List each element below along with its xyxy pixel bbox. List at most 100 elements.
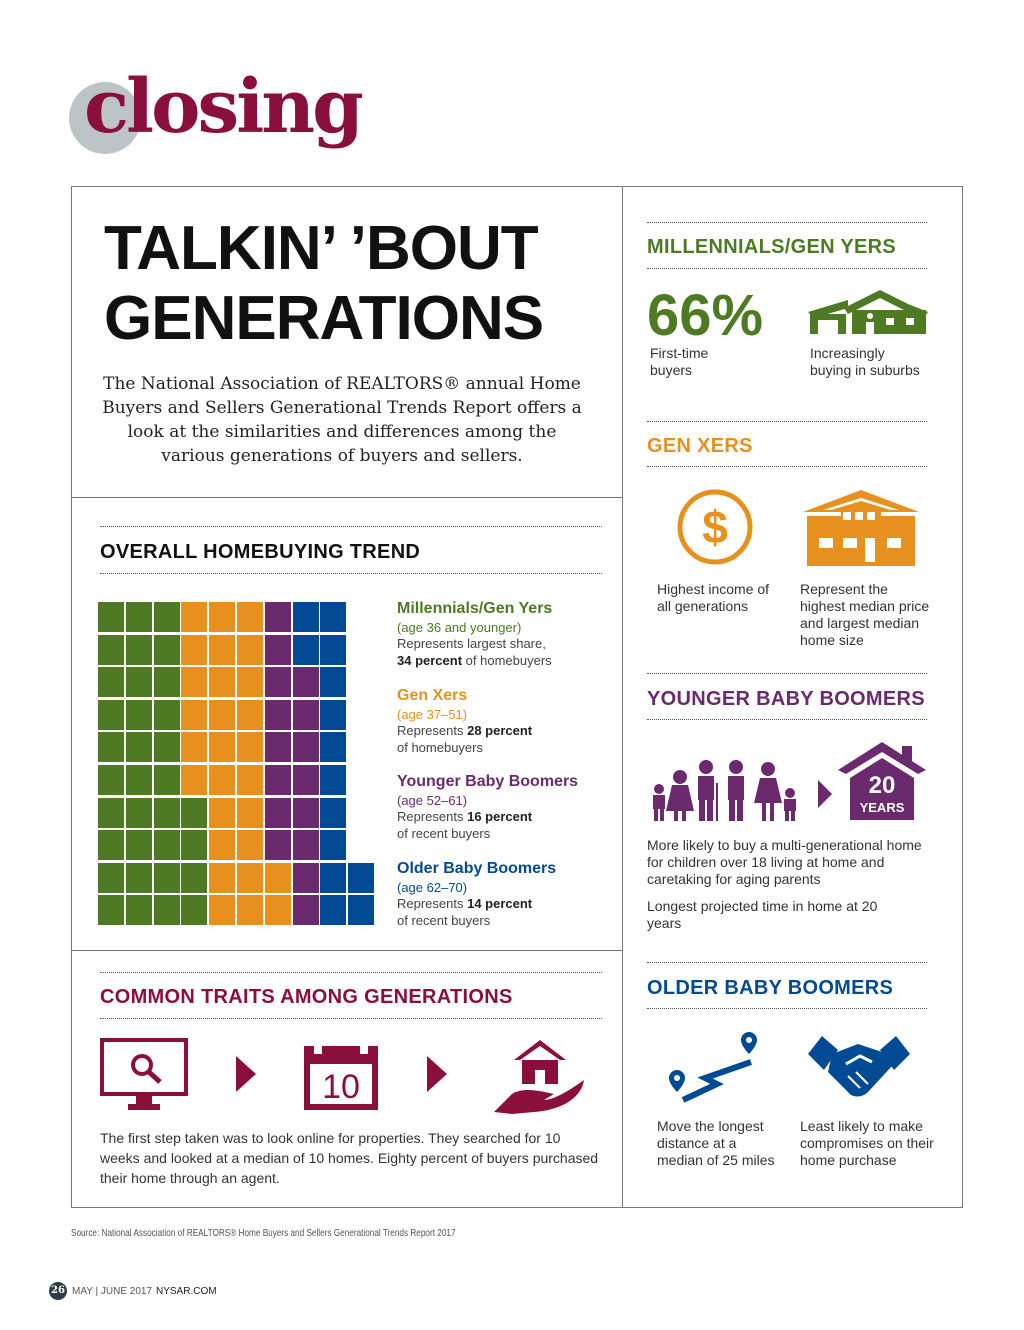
first-time-stat: 66% [647,283,764,348]
legend-pre: Represents largest share, [397,636,546,651]
waffle-cell [153,667,180,698]
home-size-label: Represent the highest median price and l… [800,581,930,648]
waffle-cell [320,634,347,665]
waffle-cell [125,602,152,632]
waffle-cell [181,732,208,763]
waffle-cell [237,732,263,763]
family-generations-icon [648,755,800,821]
waffle-cell [153,862,180,893]
dotted-rule [100,1018,602,1019]
waffle-cell [209,732,236,763]
waffle-cell [292,797,319,828]
issue-date: MAY | JUNE 2017 [72,1286,153,1297]
waffle-cell [264,862,291,893]
waffle-cell [292,634,319,665]
legend-item: Older Baby Boomers (age 62–70) Represents … [397,860,556,929]
waffle-cell [125,797,152,828]
legend-post: of recent buyers [397,913,491,928]
waffle-cell [264,765,291,795]
dotted-rule [647,466,927,467]
waffle-cell [125,862,152,893]
legend-share: Represents largest share, 34 percent of … [397,635,552,669]
legend-post: of homebuyers [462,653,552,668]
distance-label: Move the longest distance at a median of… [657,1118,775,1168]
waffle-cell [264,830,291,861]
handshake-icon [808,1036,910,1102]
hand-house-icon [494,1040,586,1118]
waffle-cell [237,895,263,926]
waffle-cell [181,765,208,795]
waffle-cell [320,830,347,861]
house-number: 20 [868,772,896,799]
waffle-cell [153,895,180,926]
waffle-cell [125,830,152,861]
waffle-cell [181,667,208,698]
waffle-cell [209,895,236,926]
legend-percent: 28 percent [467,723,533,738]
waffle-cell [237,602,263,632]
waffle-cell [209,862,236,893]
waffle-cell [181,895,208,926]
waffle-cell [125,732,152,763]
legend-age: (age 37–51) [397,707,468,722]
calendar-number: 10 [322,1068,360,1106]
waffle-cell [98,895,124,926]
page-title: TALKIN’ ’BOUT GENERATIONS [104,214,544,354]
dotted-rule [647,421,927,422]
suburb-label: Increasingly buying in suburbs [810,345,920,378]
svg-text:$: $ [702,501,728,553]
legend-age: (age 36 and younger) [397,620,522,635]
waffle-cell [264,634,291,665]
waffle-cell [348,862,375,893]
calendar-icon: 10 [302,1040,380,1112]
dotted-rule [647,673,927,674]
computer-search-icon [100,1038,188,1112]
waffle-cell [153,797,180,828]
waffle-cell [320,732,347,763]
waffle-cell [209,667,236,698]
waffle-cell [264,699,291,730]
waffle-cell [181,862,208,893]
millennials-heading: MILLENNIALS/GEN YERS [647,236,896,258]
waffle-chart [98,602,376,928]
arrow-right-icon [236,1056,256,1092]
waffle-cell [153,765,180,795]
waffle-cell [264,732,291,763]
legend-item: Younger Baby Boomers (age 52–61) Represent… [397,773,578,842]
handshake-label: Least likely to make compromises on thei… [800,1118,934,1168]
waffle-cell [209,765,236,795]
dotted-rule [100,972,602,973]
waffle-cell [292,895,319,926]
ybb-text-2: Longest projected time in home at 20 yea… [647,898,878,931]
waffle-cell [292,699,319,730]
dotted-rule [647,1008,927,1009]
legend-pre: Represents [397,723,468,738]
logo-circle [69,82,141,154]
waffle-cell [125,699,152,730]
dotted-rule [100,526,602,527]
section-logo: closing [84,64,364,150]
waffle-cell [264,602,291,632]
waffle-cell [98,634,124,665]
column-divider [622,186,623,1208]
waffle-cell [181,602,208,632]
common-heading: COMMON TRAITS AMONG GENERATIONS [100,986,513,1008]
waffle-cell [292,862,319,893]
page-number: 26 [49,1282,67,1300]
waffle-cell [125,895,152,926]
waffle-cell [237,699,263,730]
legend-post: of recent buyers [397,826,491,841]
legend-share: Represents 28 percent of homebuyers [397,722,532,756]
dotted-rule [647,962,927,963]
waffle-cell [153,699,180,730]
waffle-cell [237,862,263,893]
waffle-cell [320,602,347,632]
waffle-cell [98,699,124,730]
income-label: Highest income of all generations [657,581,770,614]
legend-name: Millennials/Gen Yers [397,600,553,617]
distance-route-icon [665,1030,761,1106]
divider [71,950,622,951]
infographic-frame [71,186,963,1208]
waffle-cell [209,699,236,730]
title-line: GENERATIONS [104,284,544,353]
